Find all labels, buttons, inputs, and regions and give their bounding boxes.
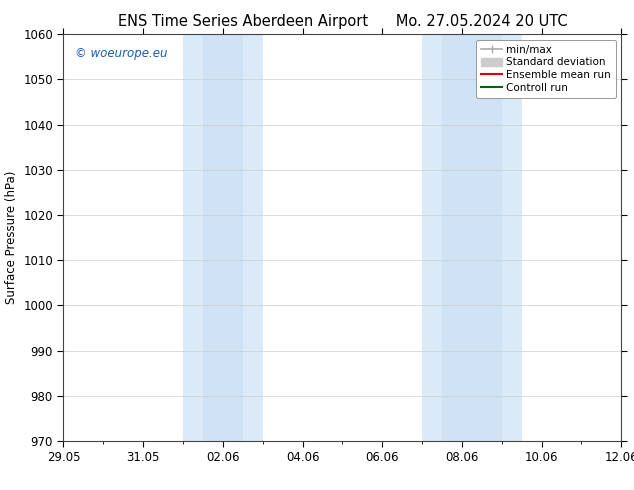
Y-axis label: Surface Pressure (hPa): Surface Pressure (hPa) xyxy=(4,171,18,304)
Bar xyxy=(243,34,262,441)
Bar xyxy=(442,34,501,441)
Bar xyxy=(422,34,442,441)
Legend: min/max, Standard deviation, Ensemble mean run, Controll run: min/max, Standard deviation, Ensemble me… xyxy=(476,40,616,98)
Text: © woeurope.eu: © woeurope.eu xyxy=(75,47,167,59)
Bar xyxy=(501,34,522,441)
Title: ENS Time Series Aberdeen Airport      Mo. 27.05.2024 20 UTC: ENS Time Series Aberdeen Airport Mo. 27.… xyxy=(117,14,567,29)
Bar xyxy=(203,34,243,441)
Bar xyxy=(183,34,203,441)
